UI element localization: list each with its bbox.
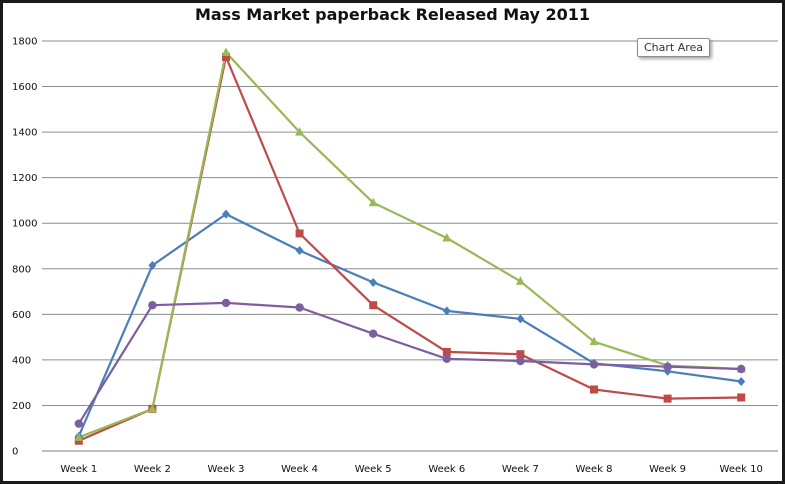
y-tick-label: 800 bbox=[12, 264, 31, 275]
data-point bbox=[295, 246, 304, 256]
data-point bbox=[368, 197, 378, 207]
data-point bbox=[148, 301, 157, 310]
series-line bbox=[78, 55, 742, 442]
y-tick-label: 1200 bbox=[12, 173, 37, 184]
data-point bbox=[295, 229, 304, 238]
data-point bbox=[222, 52, 230, 61]
x-tick-label: Week 5 bbox=[355, 464, 392, 475]
data-point bbox=[148, 260, 157, 270]
data-point bbox=[589, 336, 599, 346]
data-point bbox=[516, 356, 525, 366]
y-tick-label: 1000 bbox=[12, 219, 37, 230]
x-tick-label: Week 9 bbox=[649, 464, 686, 475]
data-point bbox=[222, 209, 230, 219]
data-point bbox=[369, 301, 378, 310]
series-line bbox=[78, 51, 742, 439]
data-point bbox=[515, 276, 525, 285]
data-point bbox=[442, 306, 451, 316]
data-point bbox=[369, 277, 378, 287]
data-point bbox=[589, 360, 599, 369]
x-tick-label: Week 2 bbox=[134, 464, 171, 475]
x-tick-label: Week 7 bbox=[502, 464, 539, 475]
data-point bbox=[737, 393, 746, 402]
data-point bbox=[442, 347, 451, 356]
y-tick-label: 200 bbox=[12, 401, 31, 412]
data-point bbox=[442, 233, 452, 242]
data-point bbox=[221, 47, 231, 56]
data-point bbox=[737, 377, 746, 387]
y-tick-label: 600 bbox=[12, 310, 31, 321]
data-point bbox=[590, 385, 598, 394]
x-tick-label: Week 8 bbox=[576, 464, 613, 475]
y-tick-label: 1400 bbox=[12, 128, 37, 139]
data-point bbox=[737, 364, 746, 374]
x-tick-label: Week 6 bbox=[428, 464, 465, 475]
y-tick-label: 400 bbox=[12, 355, 31, 366]
x-tick-label: Week 10 bbox=[720, 464, 763, 475]
chart-title: Mass Market paperback Released May 2011 bbox=[194, 5, 591, 24]
data-point bbox=[516, 350, 525, 359]
data-point bbox=[221, 298, 231, 308]
data-point bbox=[442, 354, 451, 363]
data-point bbox=[295, 303, 304, 312]
data-point bbox=[74, 432, 84, 441]
x-tick-label: Week 3 bbox=[208, 464, 245, 475]
data-point bbox=[516, 314, 525, 324]
y-tick-label: 1600 bbox=[12, 82, 37, 93]
series-line bbox=[77, 213, 742, 437]
data-point bbox=[295, 127, 305, 136]
x-tick-label: Week 1 bbox=[60, 464, 97, 475]
y-tick-label: 1800 bbox=[12, 37, 37, 48]
data-point bbox=[663, 362, 672, 371]
data-point bbox=[663, 394, 672, 403]
data-point bbox=[369, 329, 378, 338]
series-line bbox=[77, 301, 742, 425]
x-tick-label: Week 4 bbox=[281, 464, 318, 475]
y-tick-label: 0 bbox=[12, 447, 18, 458]
data-point bbox=[74, 419, 84, 428]
chart-area-tooltip: Chart Area bbox=[637, 38, 711, 57]
data-point bbox=[147, 403, 157, 413]
